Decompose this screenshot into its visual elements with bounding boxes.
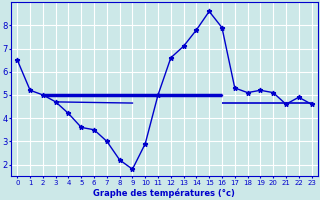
X-axis label: Graphe des températures (°c): Graphe des températures (°c): [93, 188, 236, 198]
